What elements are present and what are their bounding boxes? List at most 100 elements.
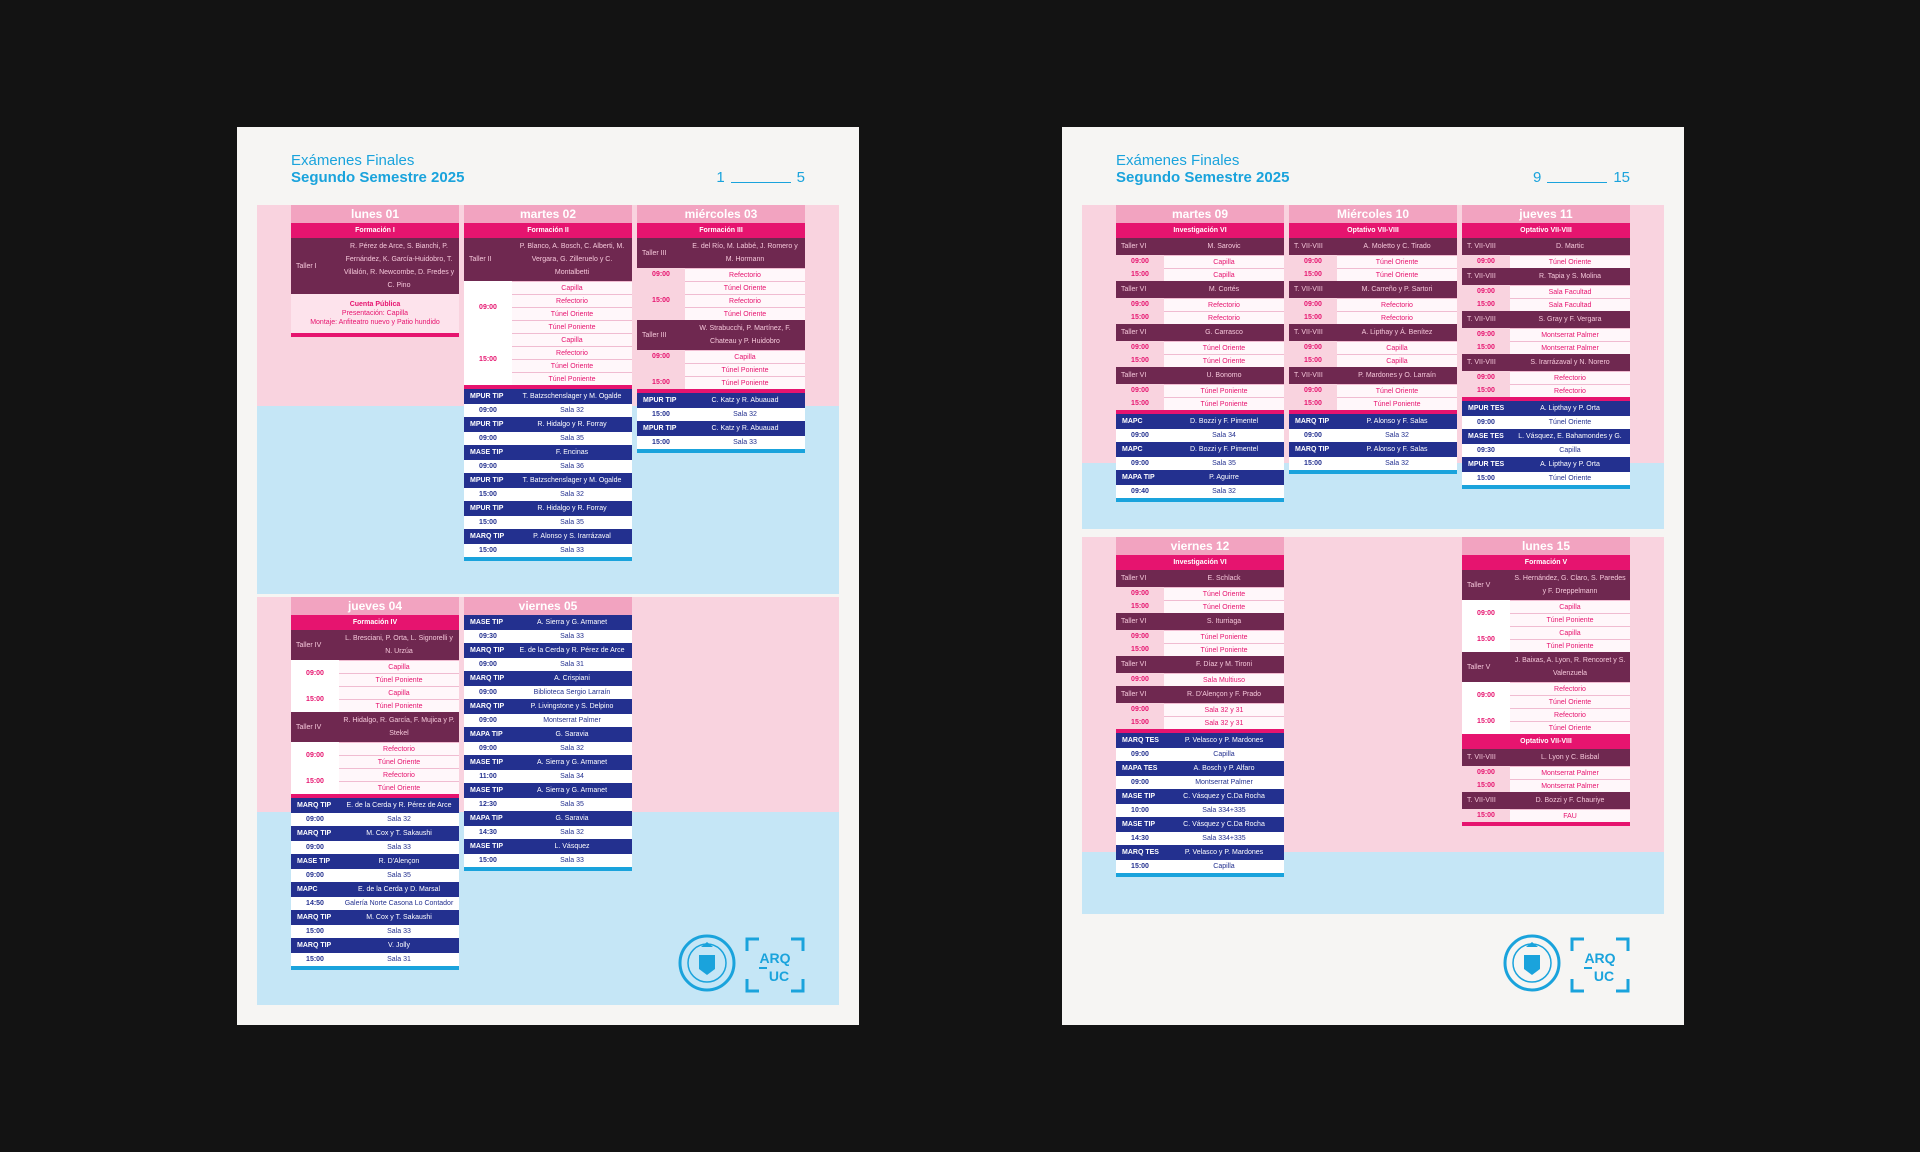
time-room-row: 09:00 Túnel Oriente bbox=[1462, 255, 1630, 268]
exam-room: Capilla bbox=[512, 333, 632, 346]
section-end-bar bbox=[1462, 397, 1630, 401]
group-label: Taller III bbox=[642, 249, 667, 257]
course-group: Taller II P. Blanco, A. Bosch, C. Alberti… bbox=[464, 238, 632, 281]
exam-room: Refectorio bbox=[1164, 311, 1284, 324]
instructor-names: P. Aguirre bbox=[1209, 474, 1239, 481]
group-label: T. VII-VIII bbox=[1294, 286, 1323, 293]
postgrad-exam: MPUR TIP C. Katz y R. Abuauad bbox=[637, 393, 805, 408]
postgrad-exam: MAPA TIP P. Aguirre bbox=[1116, 470, 1284, 485]
exam-room: Refectorio bbox=[685, 294, 805, 307]
room-list: Capilla Refectorio Túnel Oriente Túnel Poni… bbox=[512, 281, 632, 333]
exam-room: Sala 334+335 bbox=[1202, 807, 1246, 814]
program-code: MAPA TIP bbox=[470, 815, 503, 822]
course-group: Taller IV R. Hidalgo, R. García, F. Mujic… bbox=[291, 712, 459, 742]
instructor-names: J. Baixas, A. Lyon, R. Rencoret y S. Val… bbox=[1514, 657, 1626, 677]
instructor-names: A. Sierra y G. Armanet bbox=[536, 759, 608, 766]
postgrad-exam: MASE TIP A. Sierra y G. Armanet bbox=[464, 615, 632, 630]
exam-time-room: 15:00 Sala 32 bbox=[1289, 457, 1457, 470]
exam-room: Capilla bbox=[339, 686, 459, 699]
exam-room: Sala 34 bbox=[1212, 432, 1236, 439]
instructor-names: T. Batzschenslager y M. Ogalde bbox=[522, 477, 622, 484]
exam-time: 09:00 bbox=[306, 816, 324, 823]
exam-room: Sala 33 bbox=[387, 844, 411, 851]
program-code: MARQ TIP bbox=[297, 802, 332, 809]
postgrad-exam: MASE TES L. Vásquez, E. Bahamondes y G. E… bbox=[1462, 429, 1630, 455]
time-room-row: 09:00 Capilla bbox=[637, 350, 805, 363]
program-code: MARQ TIP bbox=[1295, 446, 1330, 453]
course-group: Taller I R. Pérez de Arce, S. Bianchi, P.… bbox=[291, 238, 459, 294]
section-header: Investigación VI bbox=[1116, 223, 1284, 238]
exam-time-room: 09:00 Montserrat Palmer bbox=[1116, 776, 1284, 789]
day-column: martes 09 Investigación VI Taller VI M. Sar… bbox=[1116, 205, 1284, 502]
exam-room: Capilla bbox=[1510, 626, 1630, 639]
program-code: MASE TIP bbox=[470, 787, 504, 794]
program-code: MPUR TIP bbox=[470, 505, 504, 512]
instructor-names: M. Cox y T. Sakaushi bbox=[366, 830, 432, 837]
exam-time: 15:00 bbox=[479, 491, 497, 498]
exam-room: Túnel Oriente bbox=[1548, 475, 1592, 482]
instructor-names: P. Mardones y O. Larraín bbox=[1358, 372, 1436, 379]
time-room-row: 15:00 Túnel Poniente bbox=[1116, 643, 1284, 656]
time-room-row: 15:00 Refectorio bbox=[637, 294, 805, 307]
exam-room: Túnel Oriente bbox=[1548, 419, 1592, 426]
exam-time-room: 11:00 Sala 34 bbox=[464, 770, 632, 783]
exam-room: Refectorio bbox=[512, 346, 632, 359]
exam-room: Sala 36 bbox=[560, 463, 584, 470]
instructor-names: P. Alonso y S. Irarrázaval bbox=[533, 533, 611, 540]
exam-time: 15:00 bbox=[306, 956, 324, 963]
day-header: martes 09 bbox=[1116, 205, 1284, 223]
exam-room: Túnel Oriente bbox=[1510, 721, 1630, 734]
exam-time-room: 14:30 Sala 334+335 bbox=[1116, 832, 1284, 845]
course-group: T. VII-VIII D. Bozzi y F. Chauriye bbox=[1462, 792, 1630, 809]
exam-room: Montserrat Palmer bbox=[543, 717, 601, 724]
exam-time: 15:00 bbox=[1304, 271, 1322, 278]
exam-time-room: 09:00 Sala 36 bbox=[464, 460, 632, 473]
exam-time: 09:00 bbox=[1131, 387, 1149, 394]
exam-room: Túnel Poniente bbox=[339, 673, 459, 686]
program-code: MASE TIP bbox=[470, 843, 504, 850]
exam-room: Túnel Poniente bbox=[1510, 613, 1630, 626]
exam-time: 15:00 bbox=[652, 411, 670, 418]
instructor-names: E. del Río, M. Labbé, J. Romero y M. Hor… bbox=[692, 243, 798, 263]
program-code: MASE TIP bbox=[297, 858, 331, 865]
exam-room: Túnel Poniente bbox=[512, 372, 632, 385]
exam-time-room: 15:00 Sala 32 bbox=[637, 408, 805, 421]
exam-room: Refectorio bbox=[339, 768, 459, 781]
instructor-names: P. Blanco, A. Bosch, C. Alberti, M. Verg… bbox=[519, 243, 625, 276]
exam-time: 15:00 bbox=[1304, 400, 1322, 407]
exam-time: 09:00 bbox=[1304, 387, 1322, 394]
postgrad-exam: MARQ TIP P. Alonso y F. Salas bbox=[1289, 414, 1457, 429]
group-label: Taller IV bbox=[296, 641, 322, 649]
exam-room: Montserrat Palmer bbox=[1510, 779, 1630, 792]
course-group: Taller IV L. Bresciani, P. Orta, L. Signo… bbox=[291, 630, 459, 660]
postgrad-exam: MARQ TES P. Velasco y P. Mardones bbox=[1116, 845, 1284, 860]
section-end-bar bbox=[637, 449, 805, 453]
section-end-bar bbox=[291, 794, 459, 798]
exam-time-room: 09:00 Sala 34 bbox=[1116, 429, 1284, 442]
exam-time-room: 15:00 Sala 35 bbox=[464, 516, 632, 529]
postgrad-exam: MARQ TIP M. Cox y T. Sakaushi bbox=[291, 910, 459, 925]
day-header: viernes 12 bbox=[1116, 537, 1284, 555]
exam-room: Túnel Oriente bbox=[1337, 268, 1457, 281]
exam-room: Túnel Oriente bbox=[1164, 600, 1284, 613]
exam-room: Sala 32 bbox=[560, 407, 584, 414]
exam-room: Túnel Oriente bbox=[512, 307, 632, 320]
exam-time: 09:00 bbox=[1131, 706, 1149, 713]
exam-room: Refectorio bbox=[1510, 708, 1630, 721]
group-label: Taller VI bbox=[1121, 575, 1147, 582]
instructor-names: A. Crispiani bbox=[554, 675, 590, 682]
time-room-row: 09:00 Refectorio bbox=[637, 268, 805, 281]
time-room-row: Túnel Poniente bbox=[637, 363, 805, 376]
exam-room: Túnel Oriente bbox=[339, 781, 459, 794]
exam-room: Capilla bbox=[512, 281, 632, 294]
course-group: T. VII-VIII L. Lyon y C. Bisbal bbox=[1462, 749, 1630, 766]
exam-room: Sala 32 bbox=[1385, 460, 1409, 467]
section-header: Formación V bbox=[1462, 555, 1630, 570]
postgrad-exam: MPUR TIP T. Batzschenslager y M. Ogalde bbox=[464, 473, 632, 488]
exam-time: 14:30 bbox=[479, 829, 497, 836]
exam-time: 15:00 bbox=[479, 547, 497, 554]
program-code: MARQ TIP bbox=[297, 830, 332, 837]
exam-time: 09:00 bbox=[479, 463, 497, 470]
section-header: Optativo VII-VIII bbox=[1462, 734, 1630, 749]
exam-room: Túnel Poniente bbox=[1164, 643, 1284, 656]
